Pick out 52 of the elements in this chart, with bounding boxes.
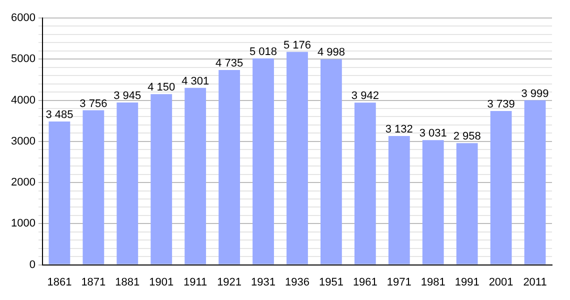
x-tick-label: 1971 xyxy=(386,276,412,288)
data-label: 4 998 xyxy=(317,46,345,59)
x-tick-label: 1961 xyxy=(352,276,378,288)
bar xyxy=(286,52,308,264)
data-label: 2 958 xyxy=(453,130,481,143)
bar xyxy=(48,121,70,264)
data-label: 4 735 xyxy=(216,58,244,70)
x-tick-label: 1991 xyxy=(454,276,480,288)
data-label: 5 018 xyxy=(250,46,278,58)
bar xyxy=(456,143,478,264)
data-label: 4 301 xyxy=(182,75,210,88)
bar xyxy=(82,110,104,264)
x-tick-label: 1931 xyxy=(251,276,276,288)
bar xyxy=(184,88,206,264)
bar xyxy=(490,111,512,264)
data-label: 3 739 xyxy=(487,98,515,111)
data-label: 3 132 xyxy=(385,124,413,136)
x-tick-label: 1921 xyxy=(217,276,242,288)
data-label: 3 945 xyxy=(114,90,142,102)
data-label: 3 999 xyxy=(521,88,549,100)
y-tick-label: 1000 xyxy=(10,218,36,230)
x-tick-label: 1951 xyxy=(318,276,344,288)
y-tick-label: 3000 xyxy=(10,135,36,148)
data-label: 3 485 xyxy=(46,108,74,121)
x-tick-label: 1911 xyxy=(184,276,208,288)
y-tick-label: 2000 xyxy=(10,176,36,189)
y-tick-label: 4000 xyxy=(10,94,36,106)
bar xyxy=(388,136,410,264)
y-tick-label: 6000 xyxy=(10,12,36,24)
x-tick-label: 1861 xyxy=(47,276,72,288)
bar xyxy=(116,102,138,264)
bar xyxy=(150,94,172,264)
data-label: 3 942 xyxy=(351,90,379,102)
bar xyxy=(354,102,376,264)
bar xyxy=(320,59,342,264)
bar xyxy=(524,100,546,264)
data-label: 4 150 xyxy=(148,82,176,94)
x-tick-label: 1936 xyxy=(284,276,310,288)
data-label: 3 031 xyxy=(419,128,447,140)
x-tick-label: 1981 xyxy=(420,276,446,288)
bar xyxy=(218,70,240,264)
x-tick-label: 2001 xyxy=(488,276,514,288)
bar xyxy=(252,58,274,264)
bar xyxy=(422,140,444,264)
x-tick-label: 1901 xyxy=(149,276,174,288)
data-label: 3 756 xyxy=(80,98,108,110)
x-tick-label: 2011 xyxy=(523,276,547,288)
y-tick-label: 0 xyxy=(29,258,36,271)
x-tick-label: 1881 xyxy=(115,276,140,288)
data-label: 5 176 xyxy=(283,39,311,52)
y-tick-label: 5000 xyxy=(10,53,36,66)
x-tick-label: 1871 xyxy=(81,276,106,288)
